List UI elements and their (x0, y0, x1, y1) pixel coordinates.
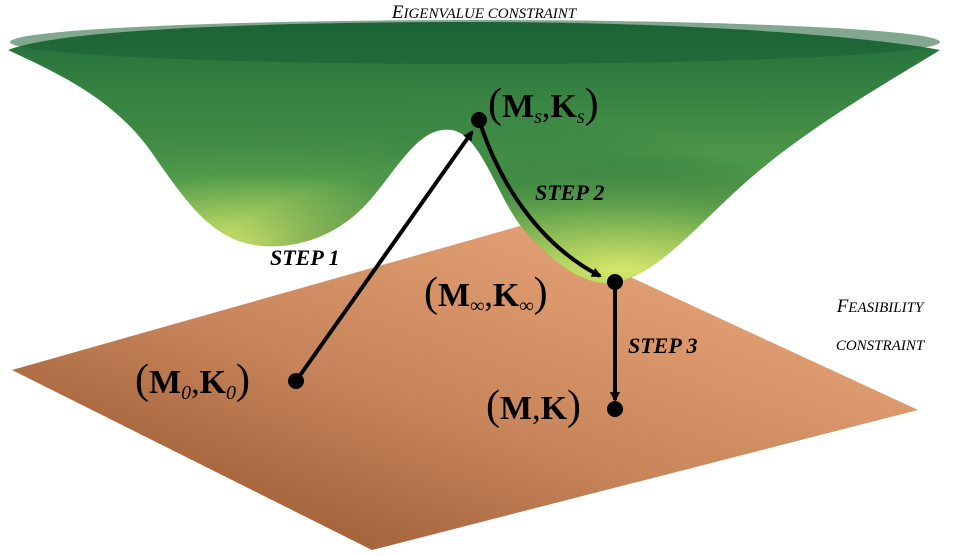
point-m-k (607, 401, 623, 417)
label-m0-k0: (M0,K0) (135, 357, 250, 404)
label-m-k: (M,K) (486, 383, 581, 429)
label-minf-kinf: (M∞,K∞) (424, 270, 548, 317)
step1-label: STEP 1 (270, 245, 339, 270)
point-m0-k0 (288, 373, 304, 389)
eigenvalue-constraint-label: EIGENVALUE CONSTRAINT (391, 2, 578, 23)
feasibility-constraint-label-line2: CONSTRAINT (836, 338, 926, 354)
step2-label: STEP 2 (535, 180, 604, 205)
point-minf-kinf (607, 274, 623, 290)
step1-arrow (294, 130, 474, 383)
feasibility-constraint-label-line1: FEASIBILITY (836, 296, 925, 317)
step2-arrow (477, 119, 602, 278)
point-ms-ks (471, 112, 487, 128)
label-ms-ks: (Ms,Ks) (488, 81, 599, 128)
bowl-rim (10, 20, 940, 64)
feasibility-plane (12, 226, 918, 550)
eigenvalue-surface (8, 20, 940, 284)
step3-label: STEP 3 (628, 333, 697, 358)
